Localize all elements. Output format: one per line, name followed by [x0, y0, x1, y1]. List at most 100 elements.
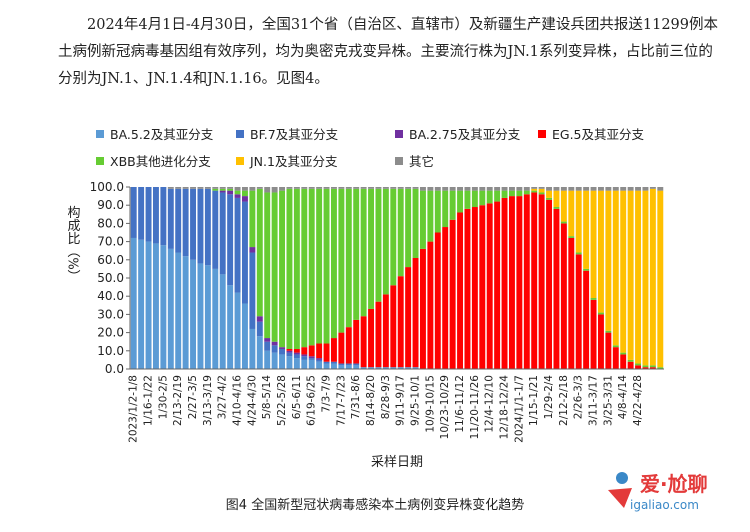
x-tick-label: 1/29-2/4 [543, 375, 555, 420]
bar-segment [382, 294, 389, 368]
bar-segment [293, 358, 300, 369]
bar-segment [583, 187, 590, 191]
bar-segment [657, 190, 664, 368]
watermark: 爱·尬聊 igaliao.com [600, 468, 740, 528]
bar-segment [175, 187, 182, 189]
bar-segment [642, 365, 649, 368]
bar-segment [368, 308, 375, 368]
bar-segment [531, 190, 538, 193]
bar-segment [301, 359, 308, 369]
bar-segment [553, 207, 560, 209]
bar-segment [538, 187, 545, 189]
bar-segment [449, 190, 456, 220]
bar-segment [538, 194, 545, 369]
bar-segment [382, 188, 389, 295]
bar-segment [657, 187, 664, 191]
bar-segment [471, 187, 478, 191]
y-tick-label: 30.0 [97, 307, 124, 321]
bar-segment [442, 227, 449, 369]
legend-label: BA.5.2及其亚分支 [110, 127, 214, 142]
bar-segment [575, 187, 582, 191]
bar-segment [323, 343, 330, 362]
bar-segment [523, 187, 530, 191]
bar-segment [249, 247, 256, 253]
bar-segment [479, 187, 486, 191]
bar-segment [316, 188, 323, 344]
bar-segment [167, 188, 174, 249]
legend-label: 其它 [409, 154, 435, 169]
x-tick-label: 5/8-5/14 [261, 375, 273, 420]
bar-segment [323, 188, 330, 344]
bar-segment [279, 190, 286, 348]
x-tick-label: 12/18-12/24 [499, 375, 511, 440]
bar-segment [234, 190, 241, 195]
bar-segment [308, 187, 315, 189]
bar-segment [330, 361, 337, 364]
bar-segment [301, 187, 308, 189]
bar-segment [360, 316, 367, 368]
bar-segment [264, 187, 271, 193]
bar-segment [553, 187, 560, 191]
x-tick-label: 3/27-4/2 [217, 375, 229, 419]
bar-segment [286, 188, 293, 349]
bar-segment [427, 190, 434, 242]
bar-segment [516, 190, 523, 197]
bar-segment [508, 187, 515, 191]
bar-segment [234, 187, 241, 191]
bar-segment [560, 223, 567, 369]
x-tick-label: 10/9-10/15 [424, 375, 436, 433]
legend-swatch [395, 129, 403, 138]
bar-segment [620, 354, 627, 369]
bar-segment [330, 188, 337, 339]
bar-segment [301, 188, 308, 348]
bar-segment [583, 190, 590, 269]
x-tick-label: 1/30-2/5 [157, 375, 169, 419]
legend-swatch [538, 129, 546, 138]
bar-segment [575, 254, 582, 369]
bar-segment [182, 188, 189, 257]
bar-segment [241, 201, 248, 304]
x-tick-label: 6/5-6/11 [291, 375, 303, 419]
bar-segment [590, 190, 597, 299]
bar-segment [635, 190, 642, 364]
bar-segment [368, 187, 375, 189]
legend-item: XBB其他进化分支 [96, 151, 211, 170]
bar-segment [182, 187, 189, 189]
bar-segment [457, 187, 464, 191]
bar-segment [182, 256, 189, 369]
bar-segment [627, 190, 634, 360]
bar-segment [345, 363, 352, 366]
bar-segment [249, 190, 256, 248]
bar-segment [531, 192, 538, 369]
x-tick-label: 3/25-3/31 [602, 375, 614, 426]
bar-segment [323, 363, 330, 369]
y-tick-label: 90.0 [97, 198, 124, 212]
bar-segment [605, 190, 612, 331]
bar-segment [160, 187, 167, 246]
bar-segment [219, 274, 226, 369]
bar-segment [516, 187, 523, 191]
bar-segment [427, 187, 434, 191]
bar-segment [508, 190, 515, 197]
bar-segment [241, 303, 248, 369]
bar-segment [227, 190, 234, 195]
legend-swatch [96, 129, 104, 138]
bar-segment [368, 367, 375, 369]
legend-item: BA.5.2及其亚分支 [96, 124, 213, 143]
x-tick-label: 1/15-1/21 [528, 375, 540, 426]
bar-segment [241, 196, 248, 202]
bar-segment [434, 190, 441, 233]
bar-segment [293, 348, 300, 353]
bar-segment [464, 208, 471, 369]
bar-segment [219, 192, 226, 275]
bar-segment [523, 190, 530, 195]
bar-segment [382, 187, 389, 189]
bar-segment [286, 356, 293, 369]
bar-segment [293, 354, 300, 359]
bar-segment [412, 188, 419, 258]
bar-segment [620, 190, 627, 353]
bar-segment [360, 367, 367, 369]
bar-segment [546, 199, 553, 369]
bar-segment [612, 345, 619, 348]
bar-segment [568, 187, 575, 191]
